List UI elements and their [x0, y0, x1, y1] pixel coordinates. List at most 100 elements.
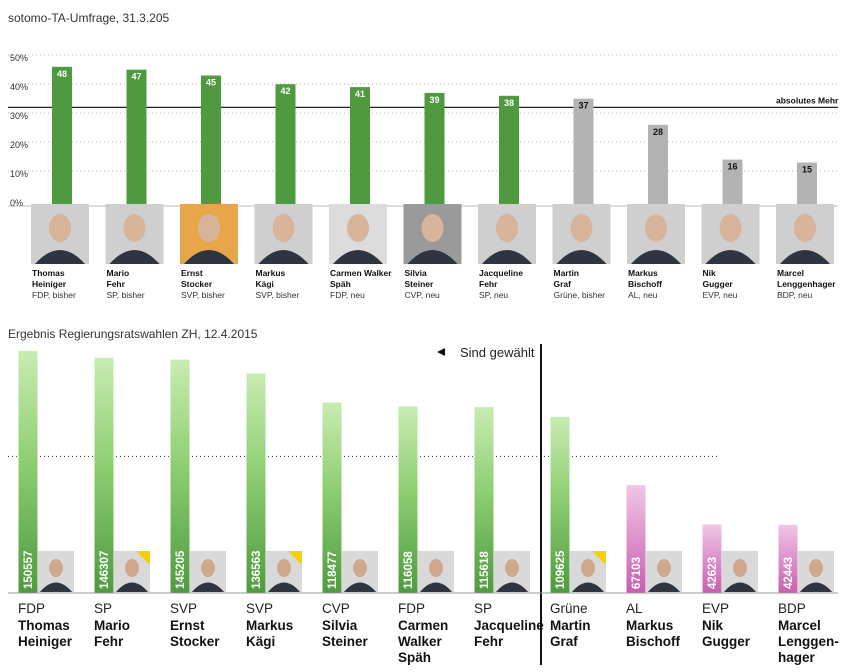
- result-party-label: SP: [474, 601, 492, 616]
- portrait-lenggenhager: [776, 204, 834, 264]
- result-name-line: Kägi: [246, 634, 275, 649]
- candidate-last-name: Steiner: [405, 279, 435, 289]
- vote-count-label: 109625: [555, 550, 567, 589]
- result-name-line: Thomas: [18, 618, 70, 633]
- thumb-steiner: [342, 551, 378, 592]
- result-candidate-labels: FDPThomasHeinigerSPMarioFehrSVPErnstStoc…: [18, 601, 839, 665]
- portrait-gugger: [701, 204, 760, 264]
- poll-value-label: 39: [429, 95, 439, 105]
- result-name-line: Marcel: [778, 618, 821, 633]
- thumb-heiniger: [38, 551, 74, 592]
- poll-y-axis: 0% 10% 20% 30% 40% 50%: [10, 53, 28, 208]
- candidate-first-name: Mario: [107, 268, 130, 278]
- result-bar-bischoff: [626, 485, 646, 593]
- result-name-line: Fehr: [94, 634, 124, 649]
- candidate-last-name: Graf: [554, 279, 572, 289]
- thumb-bischoff: [646, 551, 682, 592]
- candidate-last-name: Gugger: [703, 279, 734, 289]
- result-name-line: Graf: [550, 634, 578, 649]
- candidate-last-name: Bischoff: [628, 279, 662, 289]
- candidate-last-name: Fehr: [479, 279, 498, 289]
- candidate-first-name: Thomas: [32, 268, 65, 278]
- poll-value-label: 38: [504, 98, 514, 108]
- result-bar-gugger: [702, 524, 722, 593]
- vote-count-label: 42623: [707, 557, 719, 589]
- candidate-party-info: BDP, neu: [777, 290, 813, 300]
- poll-value-label: 45: [206, 78, 216, 88]
- candidate-last-name: Kägi: [256, 279, 274, 289]
- poll-bar-lenggenhager: [797, 162, 817, 206]
- vote-count-label: 116058: [403, 551, 415, 589]
- result-name-line: Bischoff: [626, 634, 681, 649]
- result-party-label: AL: [626, 601, 643, 616]
- absolute-majority-label: absolutes Mehr: [776, 95, 839, 105]
- result-name-line: Steiner: [322, 634, 369, 649]
- candidate-first-name: Markus: [256, 268, 286, 278]
- y-tick-label: 10%: [10, 169, 28, 179]
- thumb-gugger: [722, 551, 758, 592]
- result-name-line: Ernst: [170, 618, 205, 633]
- poll-value-label: 28: [653, 127, 663, 137]
- candidate-first-name: Jacqueline: [479, 268, 523, 278]
- candidate-party-info: SVP, bisher: [181, 290, 225, 300]
- vote-count-label: 42443: [783, 557, 795, 589]
- result-name-line: Walker: [398, 634, 443, 649]
- candidate-party-info: Grüne, bisher: [554, 290, 606, 300]
- vote-count-label: 115618: [479, 551, 491, 589]
- thumb-stocker: [190, 551, 226, 592]
- portrait-steiner: [403, 204, 462, 264]
- result-name-line: Lenggen-: [778, 634, 839, 649]
- candidate-last-name: Lenggenhager: [777, 279, 836, 289]
- poll-value-label: 37: [578, 101, 588, 111]
- result-party-label: FDP: [398, 601, 425, 616]
- result-name-line: Carmen: [398, 618, 448, 633]
- result-vote-labels: 150557 146307 145205 136563 118477 116058 1156…: [23, 550, 795, 589]
- result-bar-steiner: [322, 402, 342, 593]
- thumb-fehr: [494, 551, 530, 592]
- candidate-party-info: EVP, neu: [703, 290, 738, 300]
- candidate-party-info: FDP, bisher: [32, 290, 76, 300]
- result-name-line: Nik: [702, 618, 724, 633]
- y-tick-label: 20%: [10, 140, 28, 150]
- poll-bar-fehr: [499, 95, 519, 206]
- poll-bar-kägi: [275, 84, 296, 206]
- result-name-line: Heiniger: [18, 634, 73, 649]
- vote-count-label: 67103: [631, 557, 643, 589]
- result-name-line: Fehr: [474, 634, 504, 649]
- candidate-party-info: AL, neu: [628, 290, 658, 300]
- poll-bar-fehr: [126, 69, 147, 206]
- candidate-party-info: FDP, neu: [330, 290, 365, 300]
- poll-photos: [31, 204, 834, 264]
- result-name-line: hager: [778, 650, 816, 665]
- candidate-first-name: Silvia: [405, 268, 427, 278]
- poll-bars: 48 47 45 42 41 39 38 37 28 16 15: [52, 66, 817, 206]
- vote-count-label: 150557: [23, 551, 35, 589]
- result-bar-späh: [398, 406, 418, 593]
- portrait-kägi: [254, 204, 313, 264]
- thumb-kägi: [266, 551, 302, 592]
- candidate-party-info: SP, neu: [479, 290, 508, 300]
- result-title: Ergebnis Regierungsratswahlen ZH, 12.4.2…: [8, 327, 258, 341]
- portrait-fehr: [478, 204, 536, 264]
- candidate-last-name: Stocker: [181, 279, 213, 289]
- result-party-label: Grüne: [550, 601, 588, 616]
- result-bar-heiniger: [18, 351, 38, 593]
- candidate-first-name: Martin: [554, 268, 580, 278]
- result-bar-graf: [550, 416, 570, 593]
- result-name-line: Markus: [626, 618, 673, 633]
- poll-value-label: 47: [131, 72, 141, 82]
- candidate-last-name: Heiniger: [32, 279, 67, 289]
- candidate-first-name: Marcel: [777, 268, 804, 278]
- poll-value-label: 42: [280, 86, 290, 96]
- portrait-heiniger: [31, 204, 89, 264]
- result-party-label: BDP: [778, 601, 806, 616]
- poll-bar-gugger: [722, 159, 743, 206]
- vote-count-label: 146307: [99, 551, 111, 589]
- result-party-label: FDP: [18, 601, 45, 616]
- thumb-fehr: [114, 551, 150, 592]
- poll-title: sotomo-TA-Umfrage, 31.3.205: [8, 11, 170, 25]
- candidate-first-name: Carmen Walker: [330, 268, 392, 278]
- portrait-späh: [329, 204, 387, 264]
- poll-bar-bischoff: [648, 124, 668, 206]
